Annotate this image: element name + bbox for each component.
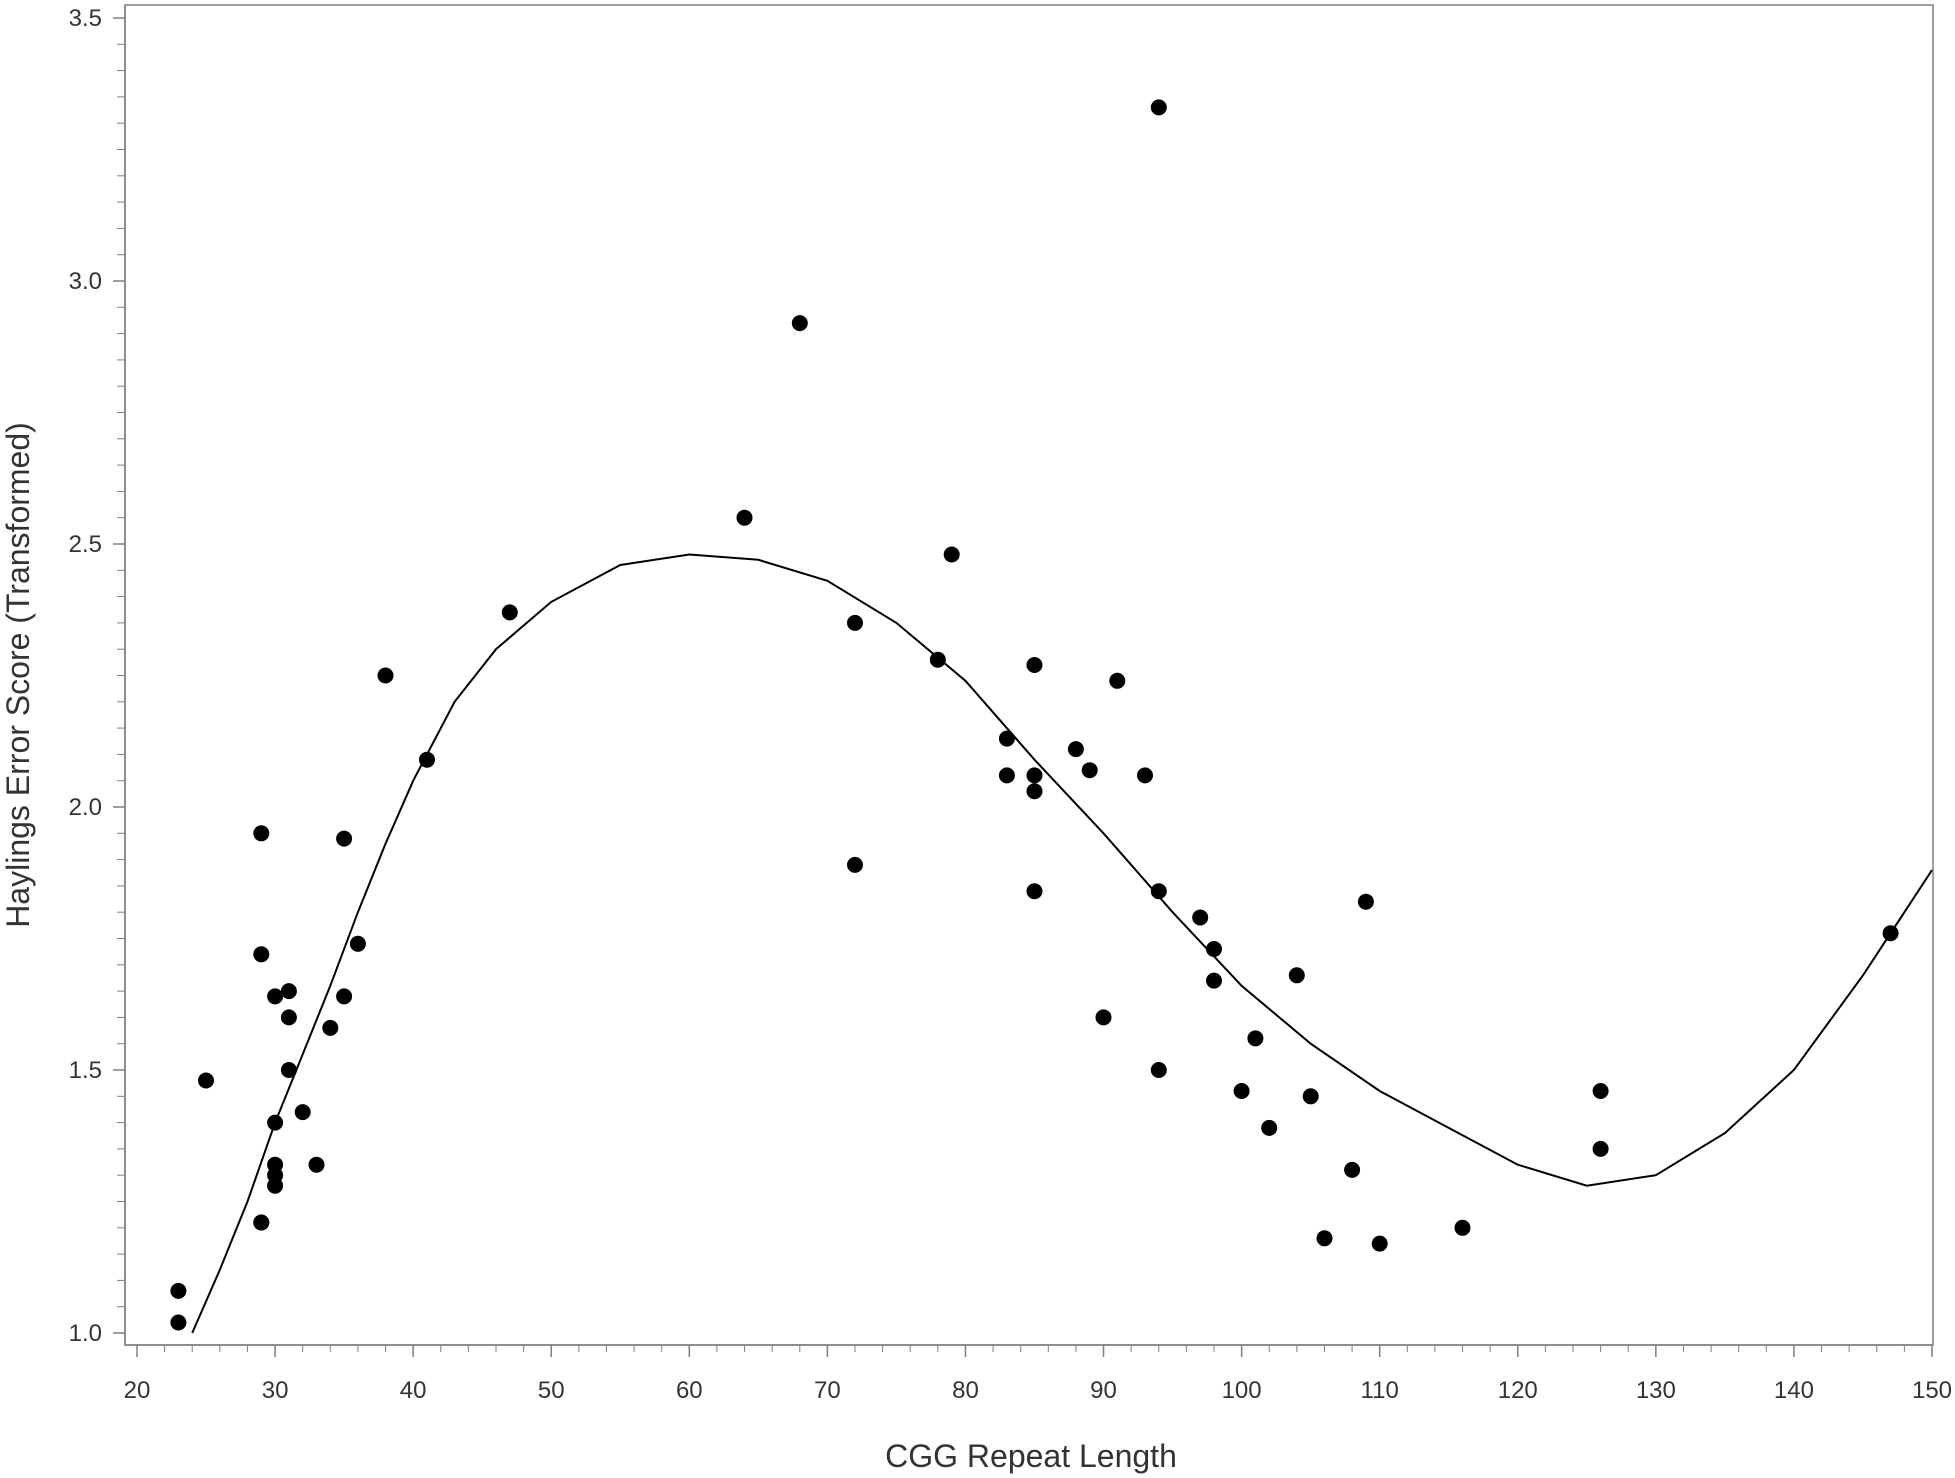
- plot-frame: [124, 4, 1934, 1346]
- data-point: [1109, 672, 1126, 689]
- data-point: [1454, 1219, 1471, 1236]
- x-tick-label: 120: [1498, 1377, 1538, 1404]
- data-point: [308, 1156, 325, 1173]
- data-point: [1261, 1119, 1278, 1136]
- y-axis-title: Haylings Error Score (Transformed): [0, 422, 36, 928]
- data-point: [419, 751, 435, 768]
- data-point: [198, 1072, 214, 1089]
- data-point: [1882, 925, 1899, 942]
- data-point: [294, 1104, 311, 1121]
- data-point: [1137, 767, 1153, 784]
- data-point: [1026, 883, 1043, 900]
- data-point: [349, 935, 366, 952]
- data-point: [1592, 1083, 1609, 1099]
- x-tick-label: 100: [1222, 1377, 1262, 1404]
- x-tick-label: 70: [814, 1377, 841, 1404]
- data-point: [280, 1062, 297, 1078]
- data-point: [791, 315, 808, 332]
- data-point: [1026, 657, 1043, 673]
- data-point: [943, 546, 960, 563]
- x-axis-title: CGG Repeat Length: [885, 1438, 1177, 1474]
- data-point: [998, 730, 1015, 747]
- x-tick-label: 60: [676, 1377, 703, 1404]
- data-point: [501, 604, 518, 621]
- data-point: [1247, 1030, 1264, 1047]
- y-tick-label: 2.5: [69, 531, 102, 558]
- data-point: [170, 1314, 187, 1331]
- data-point: [929, 651, 946, 668]
- data-point: [998, 767, 1015, 784]
- data-point: [280, 1009, 297, 1026]
- data-point: [336, 988, 353, 1005]
- fit-line-layer: [191, 553, 1933, 1334]
- data-point: [1067, 741, 1084, 758]
- data-point: [267, 1114, 284, 1131]
- data-point: [1233, 1083, 1250, 1099]
- data-point: [322, 1019, 339, 1036]
- y-tick-label: 3.0: [69, 268, 102, 295]
- data-point: [1150, 883, 1167, 900]
- x-tick-label: 110: [1361, 1377, 1399, 1404]
- data-point: [336, 830, 353, 847]
- data-point: [1344, 1161, 1361, 1178]
- data-point: [1371, 1235, 1388, 1252]
- y-axis: 1.0 1.5 2.0 2.5 3.0 3.5: [69, 5, 126, 1347]
- x-tick-label: 90: [1090, 1377, 1117, 1404]
- data-point: [736, 509, 753, 526]
- data-point: [1357, 893, 1374, 910]
- x-tick-label: 80: [952, 1377, 979, 1404]
- x-tick-label: 20: [124, 1377, 151, 1404]
- data-point: [1095, 1009, 1112, 1026]
- data-point: [267, 988, 284, 1005]
- y-tick-label: 1.5: [69, 1057, 102, 1084]
- data-point: [1206, 941, 1222, 957]
- y-tick-label: 2.0: [69, 794, 102, 821]
- data-point: [1316, 1230, 1333, 1247]
- data-point: [253, 946, 270, 963]
- y-tick-label: 1.0: [69, 1320, 102, 1347]
- data-point: [1026, 767, 1043, 784]
- data-point: [1026, 783, 1043, 800]
- x-tick-label: 150: [1912, 1377, 1952, 1404]
- data-point: [253, 825, 270, 842]
- y-tick-label: 3.5: [69, 5, 102, 32]
- data-point: [847, 856, 863, 873]
- x-tick-label: 40: [400, 1377, 427, 1404]
- x-tick-label: 50: [538, 1377, 565, 1404]
- data-point: [280, 983, 297, 1000]
- x-tick-label: 130: [1636, 1377, 1676, 1404]
- data-point: [253, 1214, 270, 1231]
- data-point: [1081, 762, 1098, 779]
- data-point: [377, 667, 394, 684]
- x-axis: 20 30 40 50 60 70 80 90 100 110 120 130 140 150: [124, 1344, 1952, 1404]
- x-tick-label: 140: [1774, 1377, 1814, 1404]
- data-point: [1288, 967, 1305, 984]
- fit-curve: [191, 553, 1933, 1334]
- data-point: [1206, 972, 1222, 989]
- x-tick-label: 30: [262, 1377, 289, 1404]
- data-point: [1150, 1062, 1167, 1078]
- data-point: [1150, 99, 1167, 116]
- data-point: [847, 614, 863, 631]
- data-point: [1302, 1088, 1319, 1105]
- data-point: [170, 1282, 187, 1299]
- data-points-layer: [170, 99, 1899, 1331]
- data-point: [1592, 1140, 1609, 1157]
- data-point: [1192, 909, 1209, 926]
- data-point: [267, 1177, 284, 1194]
